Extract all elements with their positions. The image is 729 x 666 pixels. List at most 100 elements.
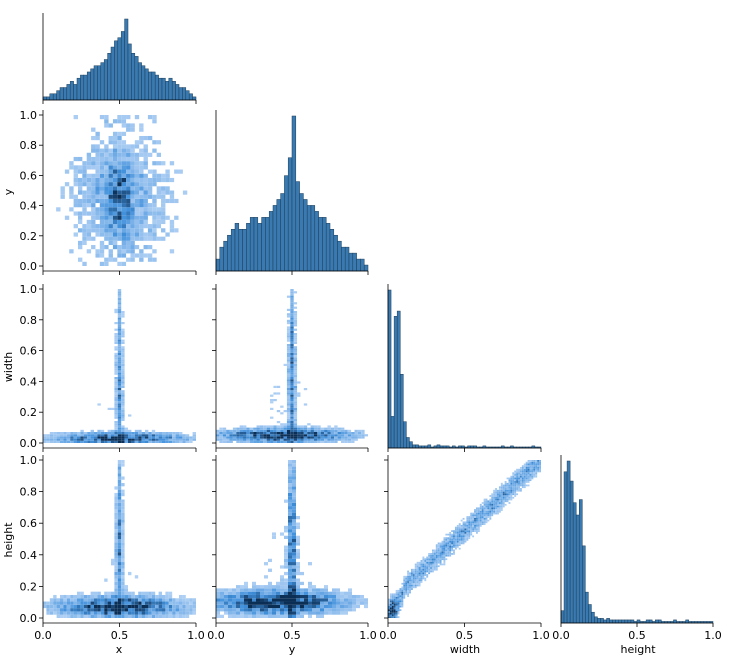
density-cell-width-y <box>317 425 321 428</box>
density-cell-width-x <box>100 440 105 443</box>
density-cell-height-y <box>332 608 336 612</box>
density-cell-width-y <box>310 425 314 428</box>
density-cell-width-y <box>290 330 294 333</box>
density-cell-height-y <box>288 578 292 582</box>
density-cell-y-x <box>99 173 105 178</box>
density-cell-height-width <box>428 567 431 569</box>
hist-bar-y-10 <box>253 217 259 272</box>
density-cell-y-x <box>112 135 118 141</box>
density-cell-height-y <box>304 601 308 605</box>
density-cell-height-x <box>182 594 186 599</box>
density-cell-width-y <box>290 427 294 430</box>
density-cell-y-x <box>117 203 122 208</box>
density-cell-height-width <box>389 605 392 608</box>
density-cell-height-width <box>477 509 480 511</box>
density-cell-y-x <box>117 115 122 120</box>
density-cell-y-x <box>130 127 135 132</box>
hist-bar-y-21 <box>295 181 300 272</box>
density-cell-width-y <box>293 401 298 404</box>
density-cell-height-y <box>268 604 272 609</box>
density-cell-height-width <box>539 460 541 462</box>
density-cell-height-width <box>403 577 406 580</box>
density-cell-height-x <box>134 598 139 602</box>
density-cell-height-width <box>449 546 452 548</box>
density-cell-height-width <box>489 516 492 518</box>
density-cell-width-y <box>293 319 298 322</box>
density-cell-width-y <box>290 374 294 377</box>
density-cell-width-y <box>286 295 291 298</box>
density-cell-height-width <box>403 581 406 583</box>
density-cell-width-y <box>290 399 294 402</box>
density-cell-width-y <box>256 432 260 435</box>
density-cell-height-x <box>114 571 118 576</box>
density-cell-y-x <box>99 228 105 233</box>
density-cell-height-width <box>516 481 519 483</box>
hist-bar-width-16 <box>436 444 441 449</box>
density-cell-height-width <box>428 554 431 557</box>
density-cell-y-x <box>126 152 131 157</box>
density-cell-width-y <box>222 434 227 437</box>
density-cell-height-y <box>304 598 308 602</box>
density-cell-y-x <box>152 232 157 237</box>
density-cell-height-width <box>525 484 528 487</box>
density-cell-height-width <box>453 537 455 539</box>
density-cell-height-x <box>49 604 54 609</box>
density-cell-width-x <box>117 370 122 373</box>
density-cell-y-x <box>139 232 144 237</box>
density-cell-y-x <box>156 215 162 220</box>
density-cell-width-x <box>43 438 47 441</box>
density-cell-height-width <box>439 549 442 552</box>
density-cell-height-width <box>395 602 398 604</box>
hist-bar-y-22 <box>299 193 304 272</box>
density-cell-height-width <box>403 579 406 582</box>
density-cell-width-y <box>286 407 291 410</box>
density-cell-height-width <box>500 500 503 503</box>
density-cell-y-x <box>112 119 118 124</box>
density-cell-height-y <box>300 611 304 615</box>
density-cell-height-x <box>60 608 64 612</box>
density-cell-width-x <box>121 425 125 428</box>
density-cell-height-x <box>63 594 67 599</box>
density-cell-width-x <box>53 432 57 435</box>
density-cell-height-x <box>80 608 84 612</box>
density-cell-height-width <box>414 572 417 575</box>
density-cell-width-x <box>117 366 122 369</box>
density-cell-height-width <box>502 498 505 501</box>
density-cell-height-width <box>485 510 488 513</box>
density-cell-width-y <box>293 418 298 421</box>
y-tick-label-height: 1.0 <box>20 454 38 467</box>
density-cell-height-width <box>430 567 432 569</box>
density-cell-height-width <box>487 510 490 513</box>
density-cell-height-width <box>393 614 396 617</box>
density-cell-height-width <box>410 586 413 589</box>
density-cell-height-width <box>405 588 408 590</box>
density-cell-width-x <box>49 434 54 437</box>
density-cell-height-width <box>395 614 398 617</box>
density-cell-height-width <box>437 551 440 554</box>
density-cell-y-x <box>121 119 127 124</box>
density-cell-width-y <box>276 410 281 413</box>
density-cell-height-x <box>121 608 125 612</box>
density-cell-height-y <box>292 476 296 480</box>
density-cell-width-x <box>87 436 91 439</box>
density-cell-height-width <box>416 582 419 585</box>
density-cell-height-width <box>493 500 496 503</box>
density-cell-width-x <box>117 416 122 419</box>
density-cell-height-width <box>495 505 498 508</box>
density-cell-height-y <box>280 588 284 592</box>
density-cell-y-x <box>152 215 157 220</box>
density-cell-height-x <box>111 562 115 566</box>
density-cell-width-y <box>286 348 291 351</box>
density-cell-width-x <box>114 434 118 437</box>
density-cell-width-x <box>77 432 81 435</box>
density-cell-height-y <box>324 588 328 592</box>
density-cell-height-x <box>121 565 125 569</box>
density-cell-height-x <box>90 608 94 612</box>
density-cell-y-x <box>139 211 144 216</box>
density-cell-height-y <box>224 608 228 612</box>
density-cell-width-y <box>229 438 233 441</box>
density-cell-y-x <box>161 190 166 195</box>
density-cell-width-y <box>243 438 247 441</box>
density-cell-y-x <box>91 135 96 141</box>
density-cell-width-y <box>276 385 281 388</box>
